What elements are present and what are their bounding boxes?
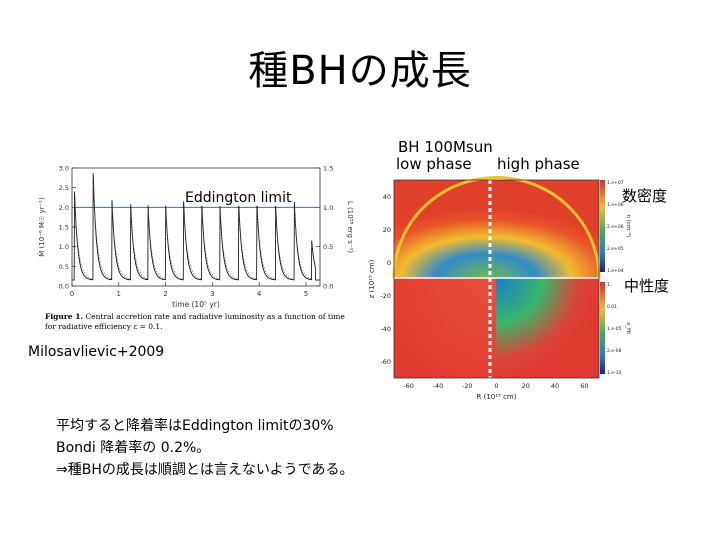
number-density-label: 数密度 xyxy=(622,187,668,205)
eddington-limit-label: Eddington limit xyxy=(185,190,292,206)
sim-top-field xyxy=(394,180,599,278)
x-tick-label: 1 xyxy=(117,290,121,298)
sim-y-axis-label: z (10¹⁵ cm) xyxy=(368,259,376,298)
accretion-rate-chart: 0 1 2 3 4 5 0.0 0.5 1.0 1.5 2.0 2.5 3.0 0.0 0.5 1.0 1.5 t… xyxy=(37,165,354,310)
y2-tick-label: 1.0 xyxy=(323,204,333,212)
sim-y-tick-label: -60 xyxy=(380,358,391,366)
chart-lines xyxy=(72,173,320,281)
x-axis-label: time (10⁵ yr) xyxy=(172,300,220,309)
low-phase-label: low phase xyxy=(396,155,472,173)
y-tick-label: 2.5 xyxy=(59,184,69,192)
sim-y-tick-label: -20 xyxy=(380,292,391,300)
x-tick-label: 5 xyxy=(304,290,308,298)
sim-bottom-left xyxy=(394,278,496,378)
colorbar-density xyxy=(600,180,605,272)
body-line-2: Bondi 降着率の 0.2%。 xyxy=(56,440,211,456)
cbar-neutral-title: x_HI xyxy=(625,322,631,334)
cbar-neutral-label: 2.e-08 xyxy=(607,348,622,354)
sim-frame xyxy=(393,179,600,379)
sim-x-tick-label: -60 xyxy=(403,382,414,390)
cbar-density-label: 2.e+06 xyxy=(607,224,624,230)
x-tick-label: 3 xyxy=(210,290,214,298)
sim-y-tick-label: 20 xyxy=(383,226,391,234)
y-axis-label: Ṁ (10⁻⁶ M☉ yr⁻¹) xyxy=(37,197,46,257)
bh-mass-label: BH 100Msun xyxy=(398,138,493,156)
sim-bottom-right xyxy=(496,278,599,378)
y-tick-label: 1.5 xyxy=(59,224,69,232)
sim-y-tick-label: 40 xyxy=(383,193,391,201)
sim-x-tick-label: -20 xyxy=(462,382,473,390)
sim-y-tick-label: 0 xyxy=(387,259,391,267)
sim-y-tick-label: -40 xyxy=(380,325,391,333)
cbar-density-label: 1.e+06 xyxy=(607,202,624,208)
y2-tick-label: 0.0 xyxy=(323,283,333,291)
x-tick-label: 0 xyxy=(70,290,74,298)
x-tick-label: 2 xyxy=(163,290,167,298)
colorbar-neutral xyxy=(600,282,605,374)
cbar-neutral-label: 1.e-10 xyxy=(607,370,622,376)
y-tick-label: 0.0 xyxy=(59,283,69,291)
body-line-3: ⇒種BHの成長は順調とは言えないようである。 xyxy=(56,462,354,478)
chart-text: 0 1 2 3 4 5 0.0 0.5 1.0 1.5 2.0 2.5 3.0 0.0 0.5 1.0 1.5 t… xyxy=(37,165,354,310)
plot-frame xyxy=(71,167,321,287)
body-text: 平均すると降着率はEddington limitの30% Bondi 降着率の … xyxy=(56,415,353,481)
y-tick-label: 0.5 xyxy=(59,263,69,271)
x-tick-label: 4 xyxy=(257,290,262,298)
chart-axes xyxy=(71,167,321,287)
luminosity-series xyxy=(72,182,320,281)
cbar-density-title: n (cm⁻³) xyxy=(625,214,632,237)
cbar-neutral-label: 1.e-05 xyxy=(607,326,622,332)
sim-x-tick-label: 40 xyxy=(551,382,559,390)
simulation-panel: -60 -40 -20 0 20 40 60 40 20 0 -20 -40 -60 R (10¹⁵ cm… xyxy=(368,176,632,401)
cbar-density-label: 1.e+04 xyxy=(607,268,624,274)
figure-caption: Figure 1. Central accretion rate and rad… xyxy=(45,312,355,332)
sim-x-tick-label: -40 xyxy=(433,382,444,390)
citation: Milosavlievic+2009 xyxy=(28,344,165,360)
y2-tick-label: 0.5 xyxy=(323,243,333,251)
neutral-fraction-label: 中性度 xyxy=(624,277,670,295)
body-line-1: 平均すると降着率はEddington limitの30% xyxy=(56,418,334,434)
y-tick-label: 3.0 xyxy=(59,165,69,173)
sim-text: -60 -40 -20 0 20 40 60 40 20 0 -20 -40 -60 R (10¹⁵ cm… xyxy=(368,180,632,401)
caption-line1: Central accretion rate and radiative lum… xyxy=(85,312,345,321)
sim-x-tick-label: 60 xyxy=(580,382,588,390)
caption-bold: Figure 1. xyxy=(45,312,84,321)
high-phase-label: high phase xyxy=(497,155,580,173)
sim-x-tick-label: 20 xyxy=(522,382,530,390)
y-tick-label: 1.0 xyxy=(59,243,69,251)
cbar-neutral-label: 1. xyxy=(607,282,611,288)
sim-top-shell xyxy=(392,176,601,279)
y2-tick-label: 1.5 xyxy=(323,165,333,173)
cbar-neutral-label: 0.01 xyxy=(607,304,617,310)
sim-x-tick-label: 0 xyxy=(494,382,498,390)
cbar-density-label: 2.e+05 xyxy=(607,246,624,252)
sim-x-axis-label: R (10¹⁵ cm) xyxy=(477,393,517,401)
slide-title: 種BHの成長 xyxy=(248,48,472,94)
y-tick-label: 2.0 xyxy=(59,204,69,212)
y2-axis-label: L (10³⁸ erg s⁻¹) xyxy=(346,201,354,253)
caption-line2: for radiative efficiency ε = 0.1. xyxy=(45,322,163,331)
cbar-density-label: 1.e+07 xyxy=(607,180,624,186)
